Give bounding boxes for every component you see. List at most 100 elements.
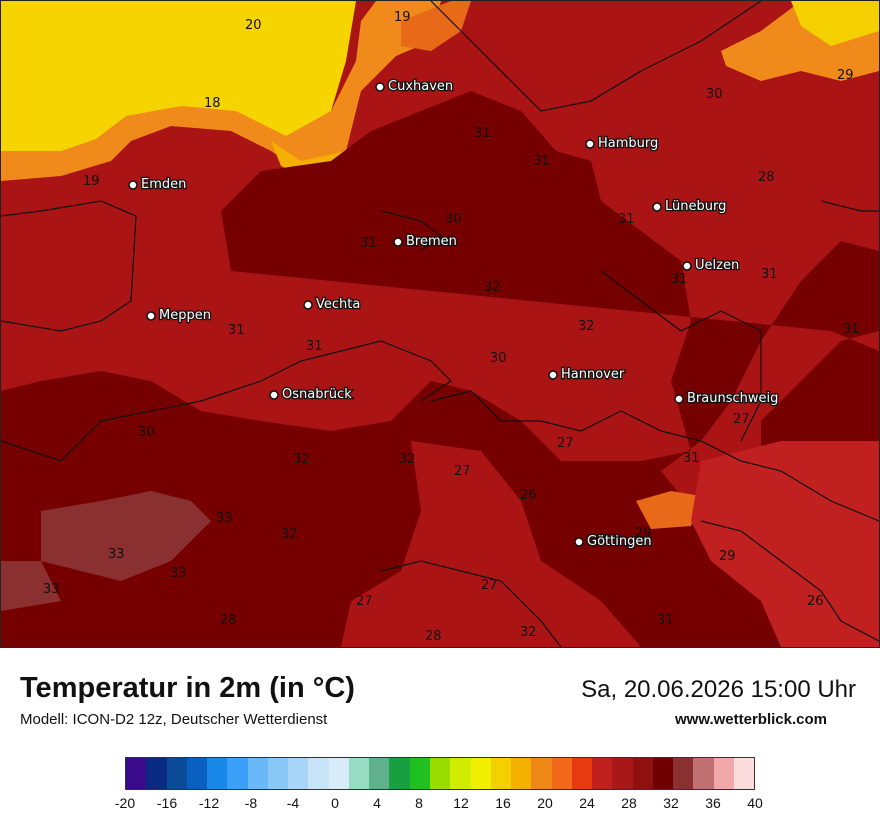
value-label: 32: [293, 452, 310, 467]
hotspot-33: [41, 491, 211, 581]
value-label: 28: [758, 170, 775, 185]
color-scale-tick-label: 32: [663, 795, 679, 811]
value-label: 27: [733, 412, 750, 427]
color-scale-swatch: [511, 758, 532, 789]
color-scale-ticks: -20 -16 -12 -8 -4 0 4 8 12 16 20 24 28 32 36 40: [115, 795, 763, 815]
color-scale-tick-label: -20: [114, 795, 136, 811]
color-scale-swatch: [490, 758, 512, 789]
region-orange-south: [636, 491, 701, 529]
city-dot: [146, 311, 156, 321]
color-scale-swatch: [308, 758, 329, 789]
city-dot: [574, 537, 584, 547]
value-label: 27: [356, 594, 373, 609]
value-label: 30: [445, 212, 462, 227]
color-scale-tick-label: -12: [198, 795, 220, 811]
temperature-map: 20 19 18 19 30 29 31 31 28 31 30 31 32 3…: [0, 0, 880, 648]
city-osnabrueck[interactable]: Osnabrück: [269, 386, 353, 403]
value-label: 26: [807, 594, 824, 609]
city-meppen[interactable]: Meppen: [146, 307, 212, 324]
city-bremen[interactable]: Bremen: [393, 233, 458, 250]
value-label: 18: [204, 96, 221, 111]
color-scale-swatch: [551, 758, 572, 789]
city-hannover[interactable]: Hannover: [548, 366, 626, 383]
city-dot: [682, 261, 692, 271]
value-label: 29: [635, 526, 652, 541]
city-dot: [269, 390, 279, 400]
region-red-se: [691, 441, 879, 647]
color-scale-swatch: [207, 758, 228, 789]
color-scale-tick-label: 12: [453, 795, 469, 811]
color-scale-swatch: [126, 758, 147, 789]
city-dot: [303, 300, 313, 310]
city-label: Hannover: [561, 367, 625, 382]
city-dot: [674, 394, 684, 404]
value-label: 27: [454, 464, 471, 479]
map-title: Temperatur in 2m (in °C): [20, 672, 355, 704]
value-label: 28: [425, 629, 442, 644]
city-label: Emden: [141, 177, 186, 192]
color-scale-tick-label: 4: [373, 795, 381, 811]
city-dot: [375, 82, 385, 92]
city-markers: Cuxhaven Hamburg Emden Lüneburg Bremen U…: [128, 78, 780, 550]
value-label: 31: [360, 236, 377, 251]
value-label: 20: [245, 18, 262, 33]
color-scale-swatch: [612, 758, 633, 789]
value-label: 31: [228, 323, 245, 338]
city-hamburg[interactable]: Hamburg: [585, 135, 660, 152]
value-label: 31: [683, 451, 700, 466]
value-label: 28: [220, 613, 237, 628]
city-dot: [128, 180, 138, 190]
map-canvas: 20 19 18 19 30 29 31 31 28 31 30 31 32 3…: [1, 1, 879, 647]
city-braunschweig[interactable]: Braunschweig: [674, 390, 780, 407]
color-scale-swatch: [186, 758, 208, 789]
color-scale-swatch: [227, 758, 248, 789]
color-scale-swatch: [267, 758, 289, 789]
city-emden[interactable]: Emden: [128, 176, 188, 193]
value-label: 33: [43, 582, 60, 597]
color-scale-swatch: [247, 758, 268, 789]
value-label: 19: [83, 174, 100, 189]
city-uelzen[interactable]: Uelzen: [682, 257, 740, 274]
model-subtitle: Modell: ICON-D2 12z, Deutscher Wetterdie…: [20, 711, 328, 728]
value-label: 31: [306, 339, 323, 354]
city-dot: [585, 139, 595, 149]
value-label: 29: [837, 68, 854, 83]
color-scale-swatch: [673, 758, 694, 789]
city-goettingen[interactable]: Göttingen: [574, 533, 653, 550]
color-scale-swatch: [328, 758, 349, 789]
website-link[interactable]: www.wetterblick.com: [675, 711, 827, 728]
color-scale-tick-label: 16: [495, 795, 511, 811]
value-label: 31: [618, 212, 635, 227]
ne-yellow: [791, 1, 879, 46]
color-scale-swatch: [146, 758, 167, 789]
city-lueneburg[interactable]: Lüneburg: [652, 198, 728, 215]
color-scale-swatch: [592, 758, 613, 789]
color-scale-swatch: [531, 758, 552, 789]
value-label: 30: [706, 87, 723, 102]
color-scale-swatch: [389, 758, 410, 789]
color-scale-swatch: [288, 758, 309, 789]
value-label: 33: [170, 566, 187, 581]
value-label: 30: [490, 351, 507, 366]
city-vechta[interactable]: Vechta: [303, 296, 362, 313]
color-scale-tick-label: 0: [331, 795, 339, 811]
color-scale-tick-label: 8: [415, 795, 423, 811]
city-cuxhaven[interactable]: Cuxhaven: [375, 78, 454, 95]
value-label: 32: [484, 280, 501, 295]
elbe-orange: [401, 1, 471, 51]
value-label: 31: [474, 126, 491, 141]
color-scale-swatch: [632, 758, 653, 789]
city-label: Osnabrück: [282, 387, 352, 402]
value-label: 31: [533, 154, 550, 169]
color-scale-swatch: [348, 758, 370, 789]
city-dot: [393, 237, 403, 247]
city-label: Uelzen: [695, 258, 739, 273]
color-scale-swatch: [733, 758, 755, 789]
value-label: 31: [761, 267, 778, 282]
value-label: 33: [108, 547, 125, 562]
forecast-datetime: Sa, 20.06.2026 15:00 Uhr: [581, 676, 856, 703]
color-scale-tick-label: -4: [286, 795, 300, 811]
city-label: Lüneburg: [665, 199, 726, 214]
value-label: 32: [281, 527, 298, 542]
color-scale-tick-label: -16: [156, 795, 178, 811]
